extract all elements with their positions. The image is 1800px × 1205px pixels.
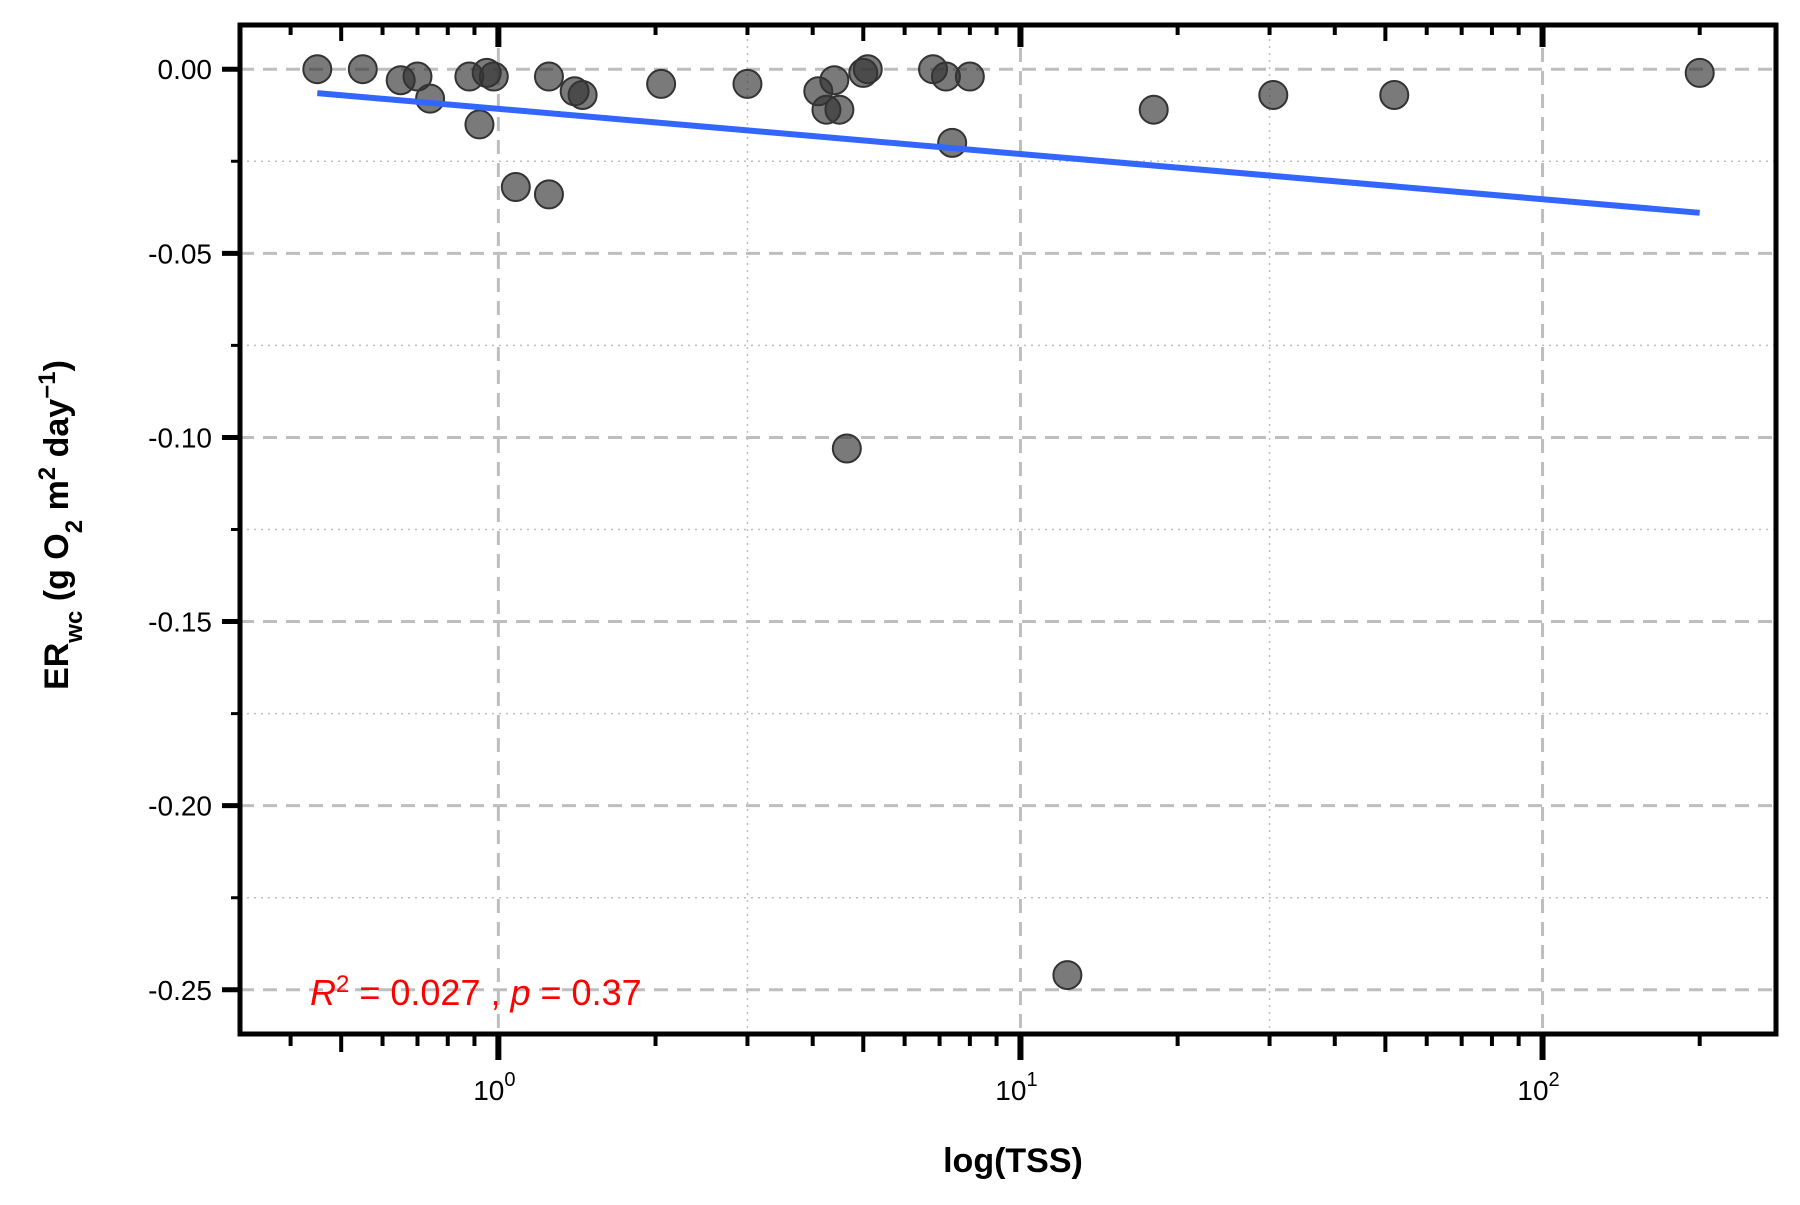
data-point (302, 54, 333, 85)
data-point (1138, 94, 1169, 125)
axis-ticks (222, 23, 1702, 1060)
y-title-sub-wc: wc (61, 611, 88, 644)
y-tick-label: -0.15 (148, 607, 212, 638)
data-point (646, 68, 677, 99)
y-tick-label: -0.25 (148, 975, 212, 1006)
y-title-part4: ) (38, 360, 76, 371)
data-point (1379, 79, 1410, 110)
y-title-part1: (g O (38, 533, 76, 610)
trendline-layer (317, 90, 1700, 216)
y-axis-title: ERwc (g O2 m2 day−1) (34, 360, 88, 690)
y-tick-label: -0.05 (148, 238, 212, 269)
y-tick-label: -0.10 (148, 422, 212, 453)
data-point (937, 127, 968, 158)
y-title-er: ER (38, 643, 76, 690)
p-value: = 0.37 (531, 972, 642, 1013)
plot-frame (237, 22, 1779, 1037)
r2-superscript: 2 (336, 971, 349, 998)
y-title-sup-neg1: −1 (34, 371, 61, 398)
x-tick-label: 100 (473, 1069, 515, 1106)
data-point (567, 79, 598, 110)
data-point (1052, 960, 1083, 991)
data-point (500, 172, 531, 203)
x-tick-label: 101 (995, 1069, 1037, 1106)
data-point (533, 61, 564, 92)
x-tick-exponent: 1 (1026, 1069, 1037, 1091)
trendline (317, 90, 1700, 216)
y-title-part2: m (38, 480, 76, 520)
data-point (831, 433, 862, 464)
data-point (732, 68, 763, 99)
x-tick-exponent: 2 (1549, 1069, 1560, 1091)
data-point (824, 94, 855, 125)
y-title-sup-2: 2 (34, 467, 61, 480)
x-tick-base: 10 (1517, 1075, 1548, 1106)
p-symbol: p (509, 972, 530, 1013)
data-point (347, 54, 378, 85)
data-point (464, 109, 495, 140)
x-tick-base: 10 (473, 1075, 504, 1106)
x-tick-label: 102 (1517, 1069, 1559, 1106)
y-title-part3: day (38, 399, 76, 467)
x-axis-title: log(TSS) (943, 1142, 1083, 1180)
y-title-sub-2: 2 (61, 520, 88, 533)
y-tick-label: 0.00 (158, 54, 213, 85)
data-point (852, 54, 883, 85)
data-points (302, 54, 1715, 991)
data-point (1258, 79, 1289, 110)
r2-value: = 0.027 , (349, 972, 510, 1013)
r2-symbol: R (310, 972, 336, 1013)
x-tick-base: 10 (995, 1075, 1026, 1106)
data-point (415, 83, 446, 114)
data-point (954, 61, 985, 92)
grid-lines (240, 25, 1776, 1034)
data-point (478, 61, 509, 92)
y-tick-label: -0.20 (148, 791, 212, 822)
data-point (533, 179, 564, 210)
x-tick-exponent: 0 (504, 1069, 515, 1091)
data-point (1684, 57, 1715, 88)
data-point (819, 65, 850, 96)
regression-annotation: R2 = 0.027 , p = 0.37 (310, 971, 642, 1014)
